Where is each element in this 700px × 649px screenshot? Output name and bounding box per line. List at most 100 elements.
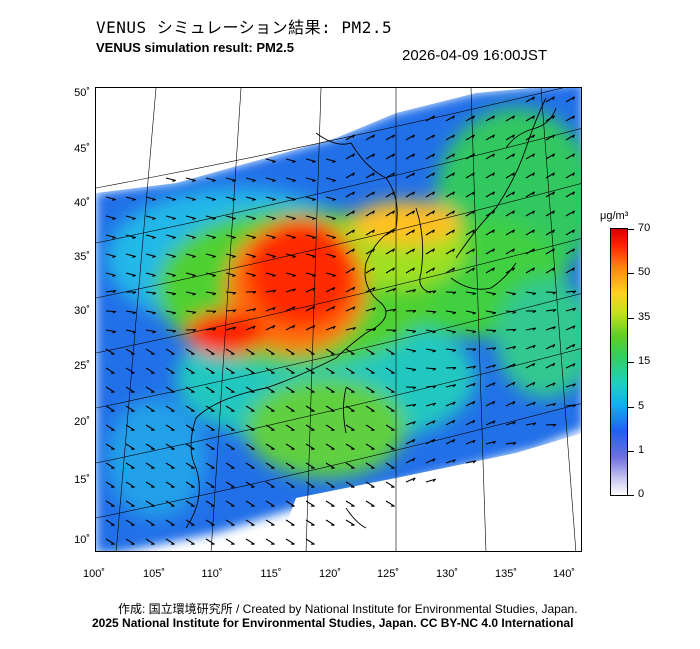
wind-arrow-head [532,96,535,101]
wind-arrow [325,348,335,355]
wind-arrow-head [272,274,276,277]
wind-arrow-head [232,274,236,277]
wind-arrow [205,481,215,488]
title-english: VENUS simulation result: PM2.5 [96,40,294,55]
wind-arrow-head [512,363,516,368]
wind-arrow-head [352,210,355,215]
wind-arrow-head [292,274,296,277]
wind-arrow [345,191,355,198]
wind-arrow [365,348,375,355]
wind-arrow [265,306,276,312]
wind-arrow [385,210,395,217]
wind-arrow-head [432,290,437,294]
wind-arrow [365,153,375,160]
wind-arrow-head [412,439,416,443]
wind-arrow-head [372,191,375,196]
wind-arrow [545,248,555,255]
wind-arrow-head [492,248,495,253]
wind-arrow [565,325,576,331]
wind-arrow [325,272,336,277]
wind-arrow-head [332,286,336,291]
wind-arrow [305,325,316,331]
wind-arrow [265,481,275,488]
wind-arrow-head [512,381,516,386]
wind-arrow-head [512,311,517,314]
wind-arrow [105,405,115,412]
wind-arrow [265,253,276,258]
wind-arrow-head [472,229,475,234]
wind-arrow [325,519,335,526]
colorbar-tick [628,229,634,230]
wind-arrow [265,196,276,201]
wind-arrow [125,538,135,545]
wind-arrow-head [432,267,435,272]
title-japanese: VENUS シミュレーション結果: PM2.5 [96,18,393,37]
wind-arrow-head [192,329,197,332]
wind-arrow [165,500,175,507]
wind-arrow-head [492,172,495,177]
wind-arrow-head [532,362,536,367]
colorbar-tick [628,273,634,274]
wind-arrow-head [532,422,537,426]
wind-arrow-head [112,290,117,294]
wind-arrow [385,229,395,236]
wind-arrow [545,402,556,407]
wind-arrow [425,191,435,198]
wind-arrow [205,405,215,412]
wind-arrow [365,386,375,393]
wind-arrow [365,287,376,293]
wind-arrow [225,367,235,374]
wind-arrow [545,423,557,426]
wind-arrow [545,153,555,160]
wind-arrow [305,424,315,431]
wind-arrow [565,307,576,312]
wind-arrow-head [152,331,157,334]
wind-arrow [285,234,296,239]
wind-arrow [185,538,195,545]
wind-arrow-head [312,198,316,201]
wind-arrow-head [552,267,555,272]
wind-arrow-head [572,153,575,158]
wind-arrow [325,462,335,469]
wind-arrow-head [192,274,196,277]
wind-arrow-head [272,255,276,258]
wind-arrow-head [252,255,256,258]
map-canvas [96,88,581,551]
wind-arrow [425,210,435,217]
wind-arrow [325,158,336,163]
wind-arrow [485,210,495,217]
wind-arrow [205,253,216,258]
lon-label: 115˚ [260,568,282,580]
wind-arrow [125,196,136,201]
wind-arrow-head [432,134,435,139]
wind-arrow [525,291,536,294]
wind-arrow-head [432,368,437,371]
wind-arrow-head [112,331,117,334]
wind-arrow-head [252,325,256,330]
wind-arrow-head [192,311,197,315]
wind-arrow-head [492,191,495,196]
wind-arrow [105,272,116,277]
wind-arrow [265,272,276,277]
wind-arrow [425,290,437,293]
wind-arrow-head [452,331,456,334]
wind-arrow [285,348,295,355]
wind-arrow-head [472,348,477,352]
wind-arrow [245,462,255,469]
wind-arrow [445,459,456,464]
wind-arrow-head [452,115,455,120]
wind-arrow [145,348,155,355]
wind-arrow-head [512,267,515,272]
wind-arrow [205,348,215,355]
wind-arrow [205,177,216,182]
wind-arrow-head [112,198,116,201]
wind-arrow [105,424,115,431]
wind-arrow [165,481,175,488]
wind-arrow-head [152,274,156,277]
wind-arrow-head [372,134,375,139]
wind-arrow [445,210,455,217]
wind-arrow-head [132,274,136,277]
wind-arrow-head [172,293,176,296]
lat-label: 25˚ [74,360,90,372]
wind-arrow [445,267,455,274]
